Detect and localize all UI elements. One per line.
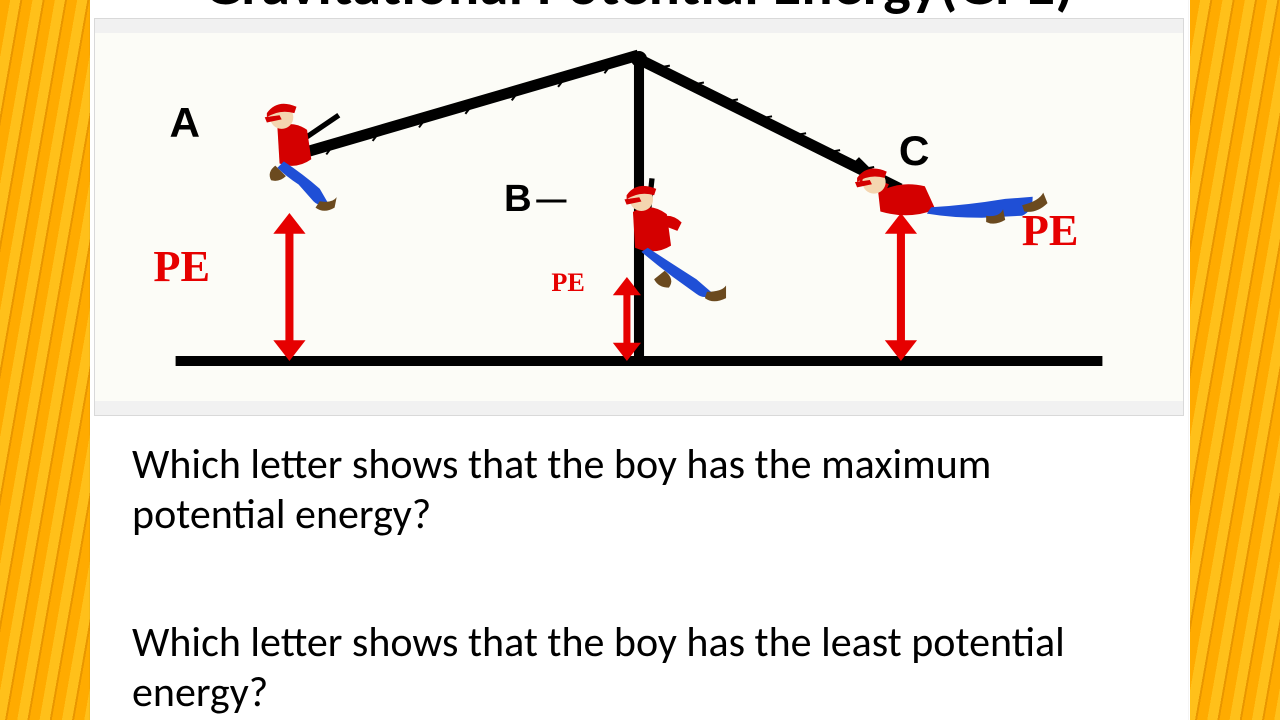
svg-text:A: A bbox=[170, 99, 201, 146]
svg-text:PE: PE bbox=[153, 242, 210, 291]
question-1: Which letter shows that the boy has the … bbox=[132, 440, 1128, 539]
svg-text:B: B bbox=[504, 177, 532, 220]
swing-diagram: PE PE PE A B C bbox=[95, 33, 1183, 401]
svg-text:PE: PE bbox=[551, 268, 584, 297]
page-title: Gravitational Potential Energy(GPE) bbox=[90, 0, 1188, 14]
svg-text:C: C bbox=[899, 127, 930, 174]
slide-page: Gravitational Potential Energy(GPE) PEPE… bbox=[90, 0, 1188, 720]
diagram-container: PE PE PE A B C bbox=[94, 18, 1184, 416]
question-2: Which letter shows that the boy has the … bbox=[132, 618, 1128, 717]
svg-text:PE: PE bbox=[1022, 206, 1079, 255]
